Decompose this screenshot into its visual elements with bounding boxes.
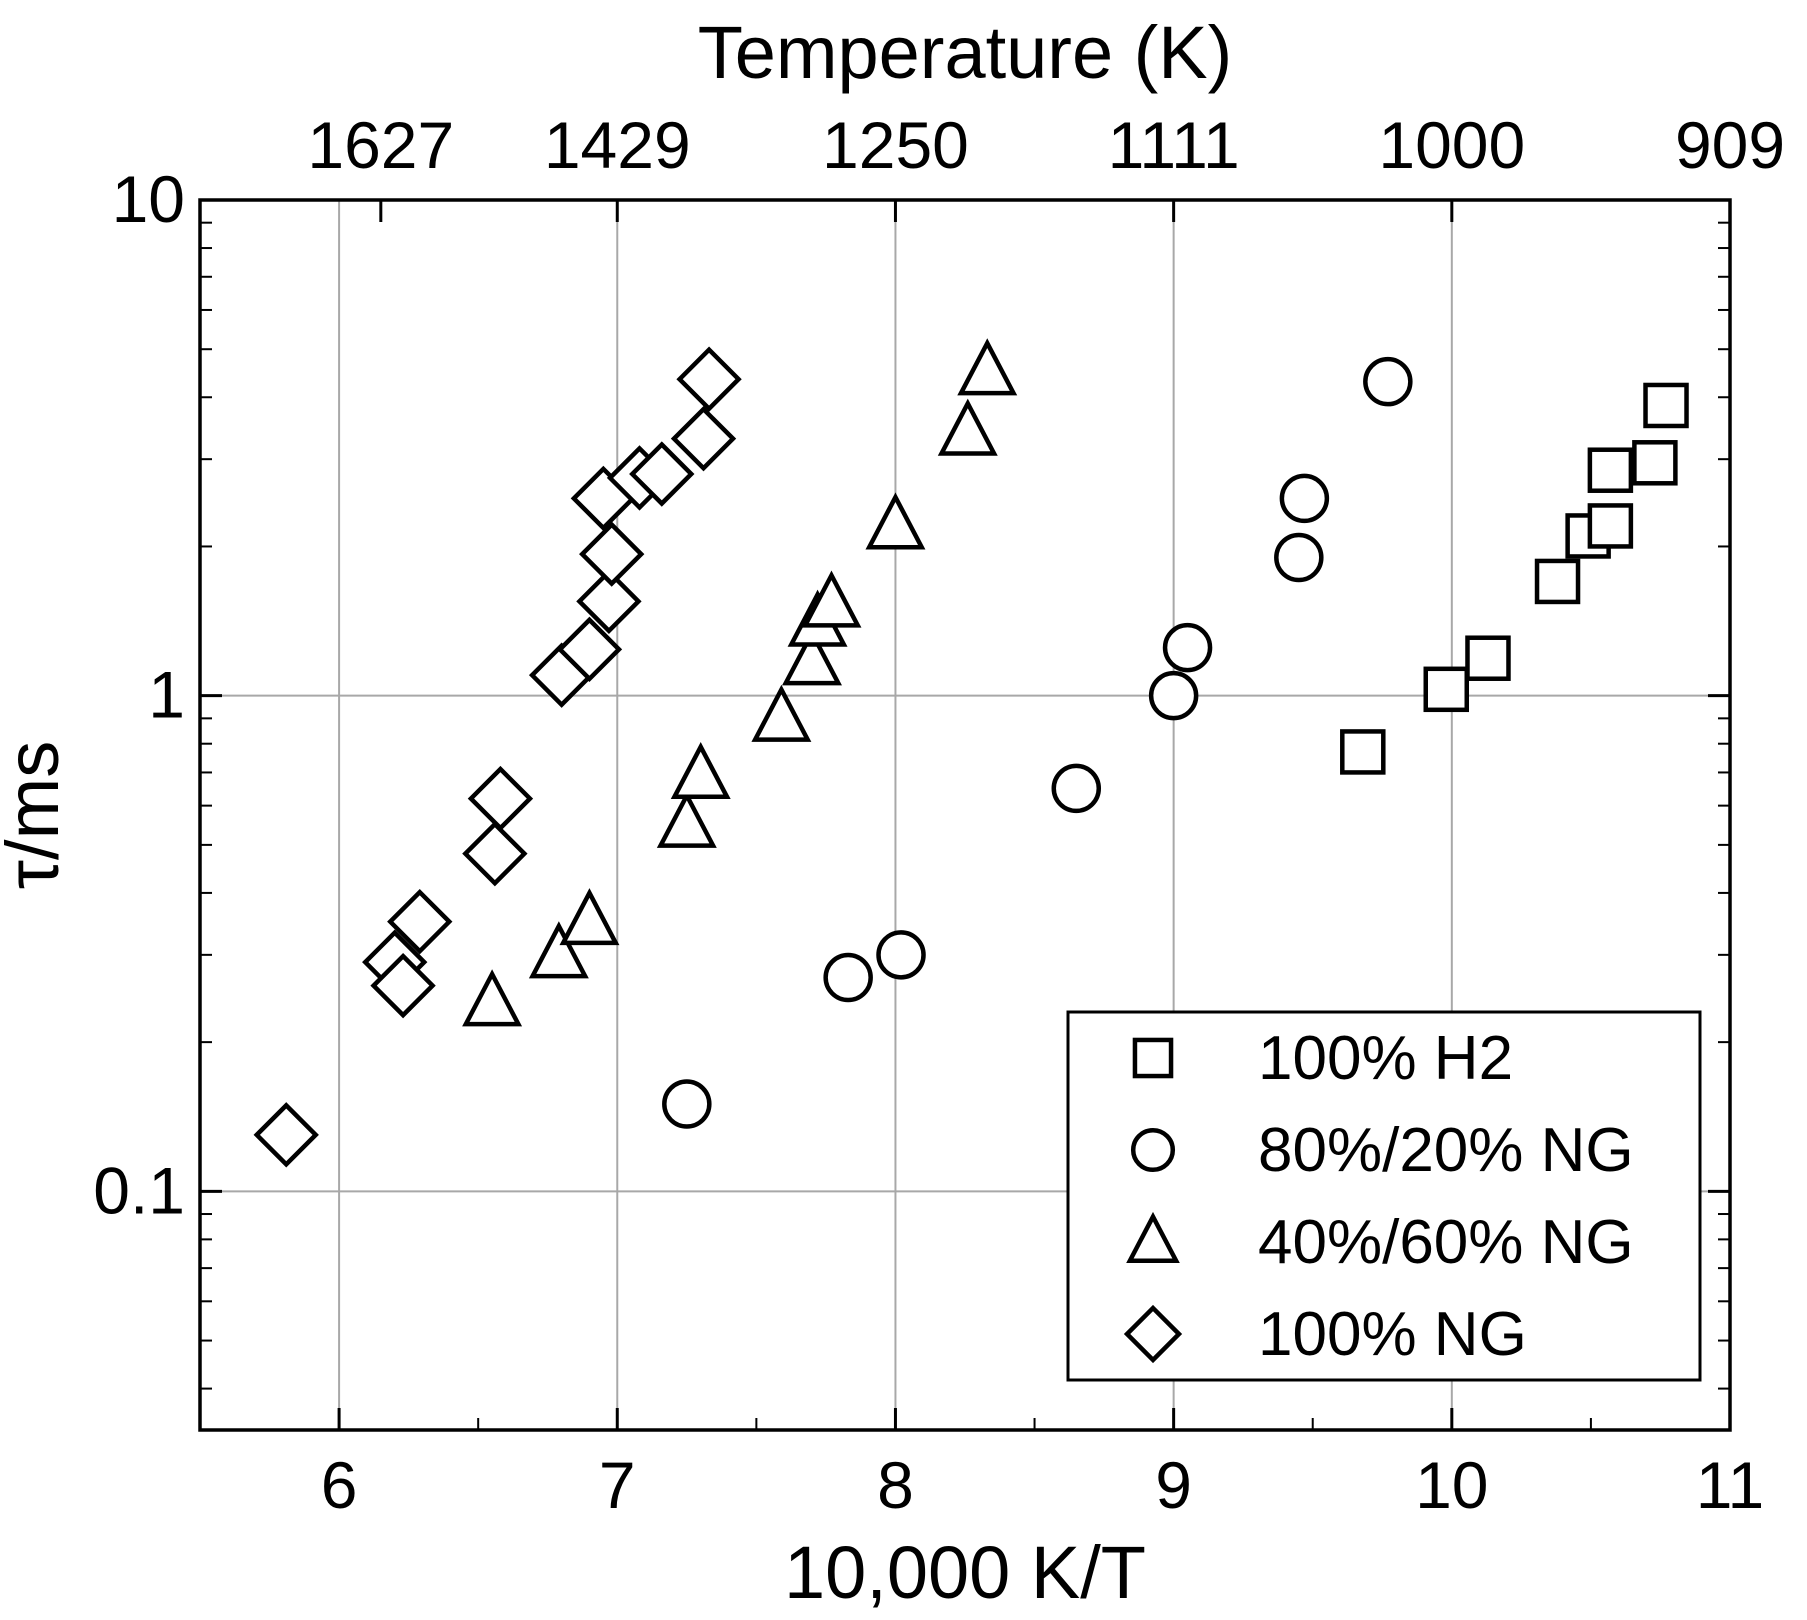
data-point-circle bbox=[876, 930, 926, 980]
legend-marker-square bbox=[1132, 1037, 1174, 1079]
data-point-square bbox=[1587, 503, 1634, 549]
data-point-diamond bbox=[576, 568, 642, 635]
data-point-diamond bbox=[579, 521, 645, 587]
data-point-square bbox=[1643, 382, 1689, 429]
data-point-triangle bbox=[865, 492, 926, 550]
data-point-diamond bbox=[370, 952, 436, 1019]
y-tick-label: 0.1 bbox=[93, 1153, 185, 1227]
legend-marker-triangle bbox=[1126, 1211, 1180, 1263]
data-point-diamond bbox=[676, 346, 742, 412]
data-point-triangle bbox=[751, 684, 812, 742]
data-point-triangle bbox=[782, 628, 842, 686]
top-tick-label: 909 bbox=[1675, 108, 1785, 182]
x-tick-label: 7 bbox=[599, 1448, 636, 1522]
legend: 100% H2 80%/20% NG 40%/60% NG 100% NG bbox=[1066, 1010, 1702, 1382]
data-point-triangle bbox=[801, 570, 862, 628]
data-point-diamond bbox=[629, 441, 695, 507]
data-point-square bbox=[1534, 558, 1581, 605]
data-point-triangle bbox=[957, 338, 1018, 396]
x-tick-label: 9 bbox=[1155, 1448, 1192, 1522]
data-point-triangle bbox=[528, 921, 589, 979]
plot-frame bbox=[198, 198, 1732, 1432]
top-tick-label: 1000 bbox=[1378, 108, 1525, 182]
data-point-circle bbox=[1148, 670, 1199, 721]
legend-box bbox=[1066, 1010, 1702, 1382]
data-point-circle bbox=[823, 952, 873, 1003]
x-tick-label: 8 bbox=[877, 1448, 914, 1522]
y-tick-label: 1 bbox=[148, 658, 185, 732]
legend-label: 80%/20% NG bbox=[1258, 1116, 1634, 1185]
data-point-square bbox=[1465, 635, 1511, 681]
y-axis-title: τ/ms bbox=[0, 741, 74, 889]
data-point-diamond bbox=[467, 765, 534, 832]
legend-marker-diamond bbox=[1123, 1304, 1183, 1364]
data-point-triangle bbox=[462, 969, 523, 1027]
data-point-square bbox=[1632, 440, 1678, 486]
data-point-diamond bbox=[556, 616, 623, 683]
points-layer bbox=[253, 338, 1689, 1168]
x-axis-title: 10,000 K/T bbox=[784, 1531, 1146, 1614]
data-point-square bbox=[1423, 666, 1470, 713]
data-point-circle bbox=[1363, 356, 1413, 407]
legend-label: 100% NG bbox=[1258, 1300, 1527, 1369]
data-point-diamond bbox=[462, 820, 528, 887]
data-point-circle bbox=[1162, 622, 1213, 673]
tick-labels-layer: 6 7 8 9 10 11 1627 1429 1250 1111 1000 909 0.1 1 10 bbox=[93, 108, 1785, 1522]
ticks-layer bbox=[200, 198, 1732, 1430]
data-point-circle bbox=[662, 1079, 712, 1129]
data-point-square bbox=[1587, 447, 1634, 493]
top-tick-label: 1627 bbox=[307, 108, 454, 182]
legend-marker-circle bbox=[1130, 1127, 1176, 1173]
grid-layer bbox=[200, 200, 1730, 1430]
data-point-circle bbox=[1051, 763, 1102, 814]
top-tick-label: 1429 bbox=[544, 108, 691, 182]
data-point-triangle bbox=[559, 888, 620, 946]
data-point-circle bbox=[1274, 532, 1324, 583]
data-point-triangle bbox=[670, 741, 731, 800]
y-tick-label: 10 bbox=[112, 162, 185, 236]
top-axis-title: Temperature (K) bbox=[698, 11, 1233, 94]
data-point-triangle bbox=[656, 790, 717, 848]
data-point-square bbox=[1340, 729, 1386, 775]
top-tick-label: 1250 bbox=[822, 108, 969, 182]
data-point-diamond bbox=[253, 1102, 319, 1168]
data-point-circle bbox=[1279, 473, 1330, 524]
x-tick-label: 6 bbox=[321, 1448, 358, 1522]
data-point-diamond bbox=[387, 888, 453, 955]
legend-label: 100% H2 bbox=[1258, 1024, 1513, 1093]
data-point-diamond bbox=[670, 405, 737, 472]
data-point-triangle bbox=[937, 398, 998, 456]
x-tick-label: 11 bbox=[1696, 1448, 1765, 1522]
top-tick-label: 1111 bbox=[1108, 108, 1240, 182]
legend-label: 40%/60% NG bbox=[1258, 1208, 1634, 1277]
x-tick-label: 10 bbox=[1415, 1448, 1488, 1522]
